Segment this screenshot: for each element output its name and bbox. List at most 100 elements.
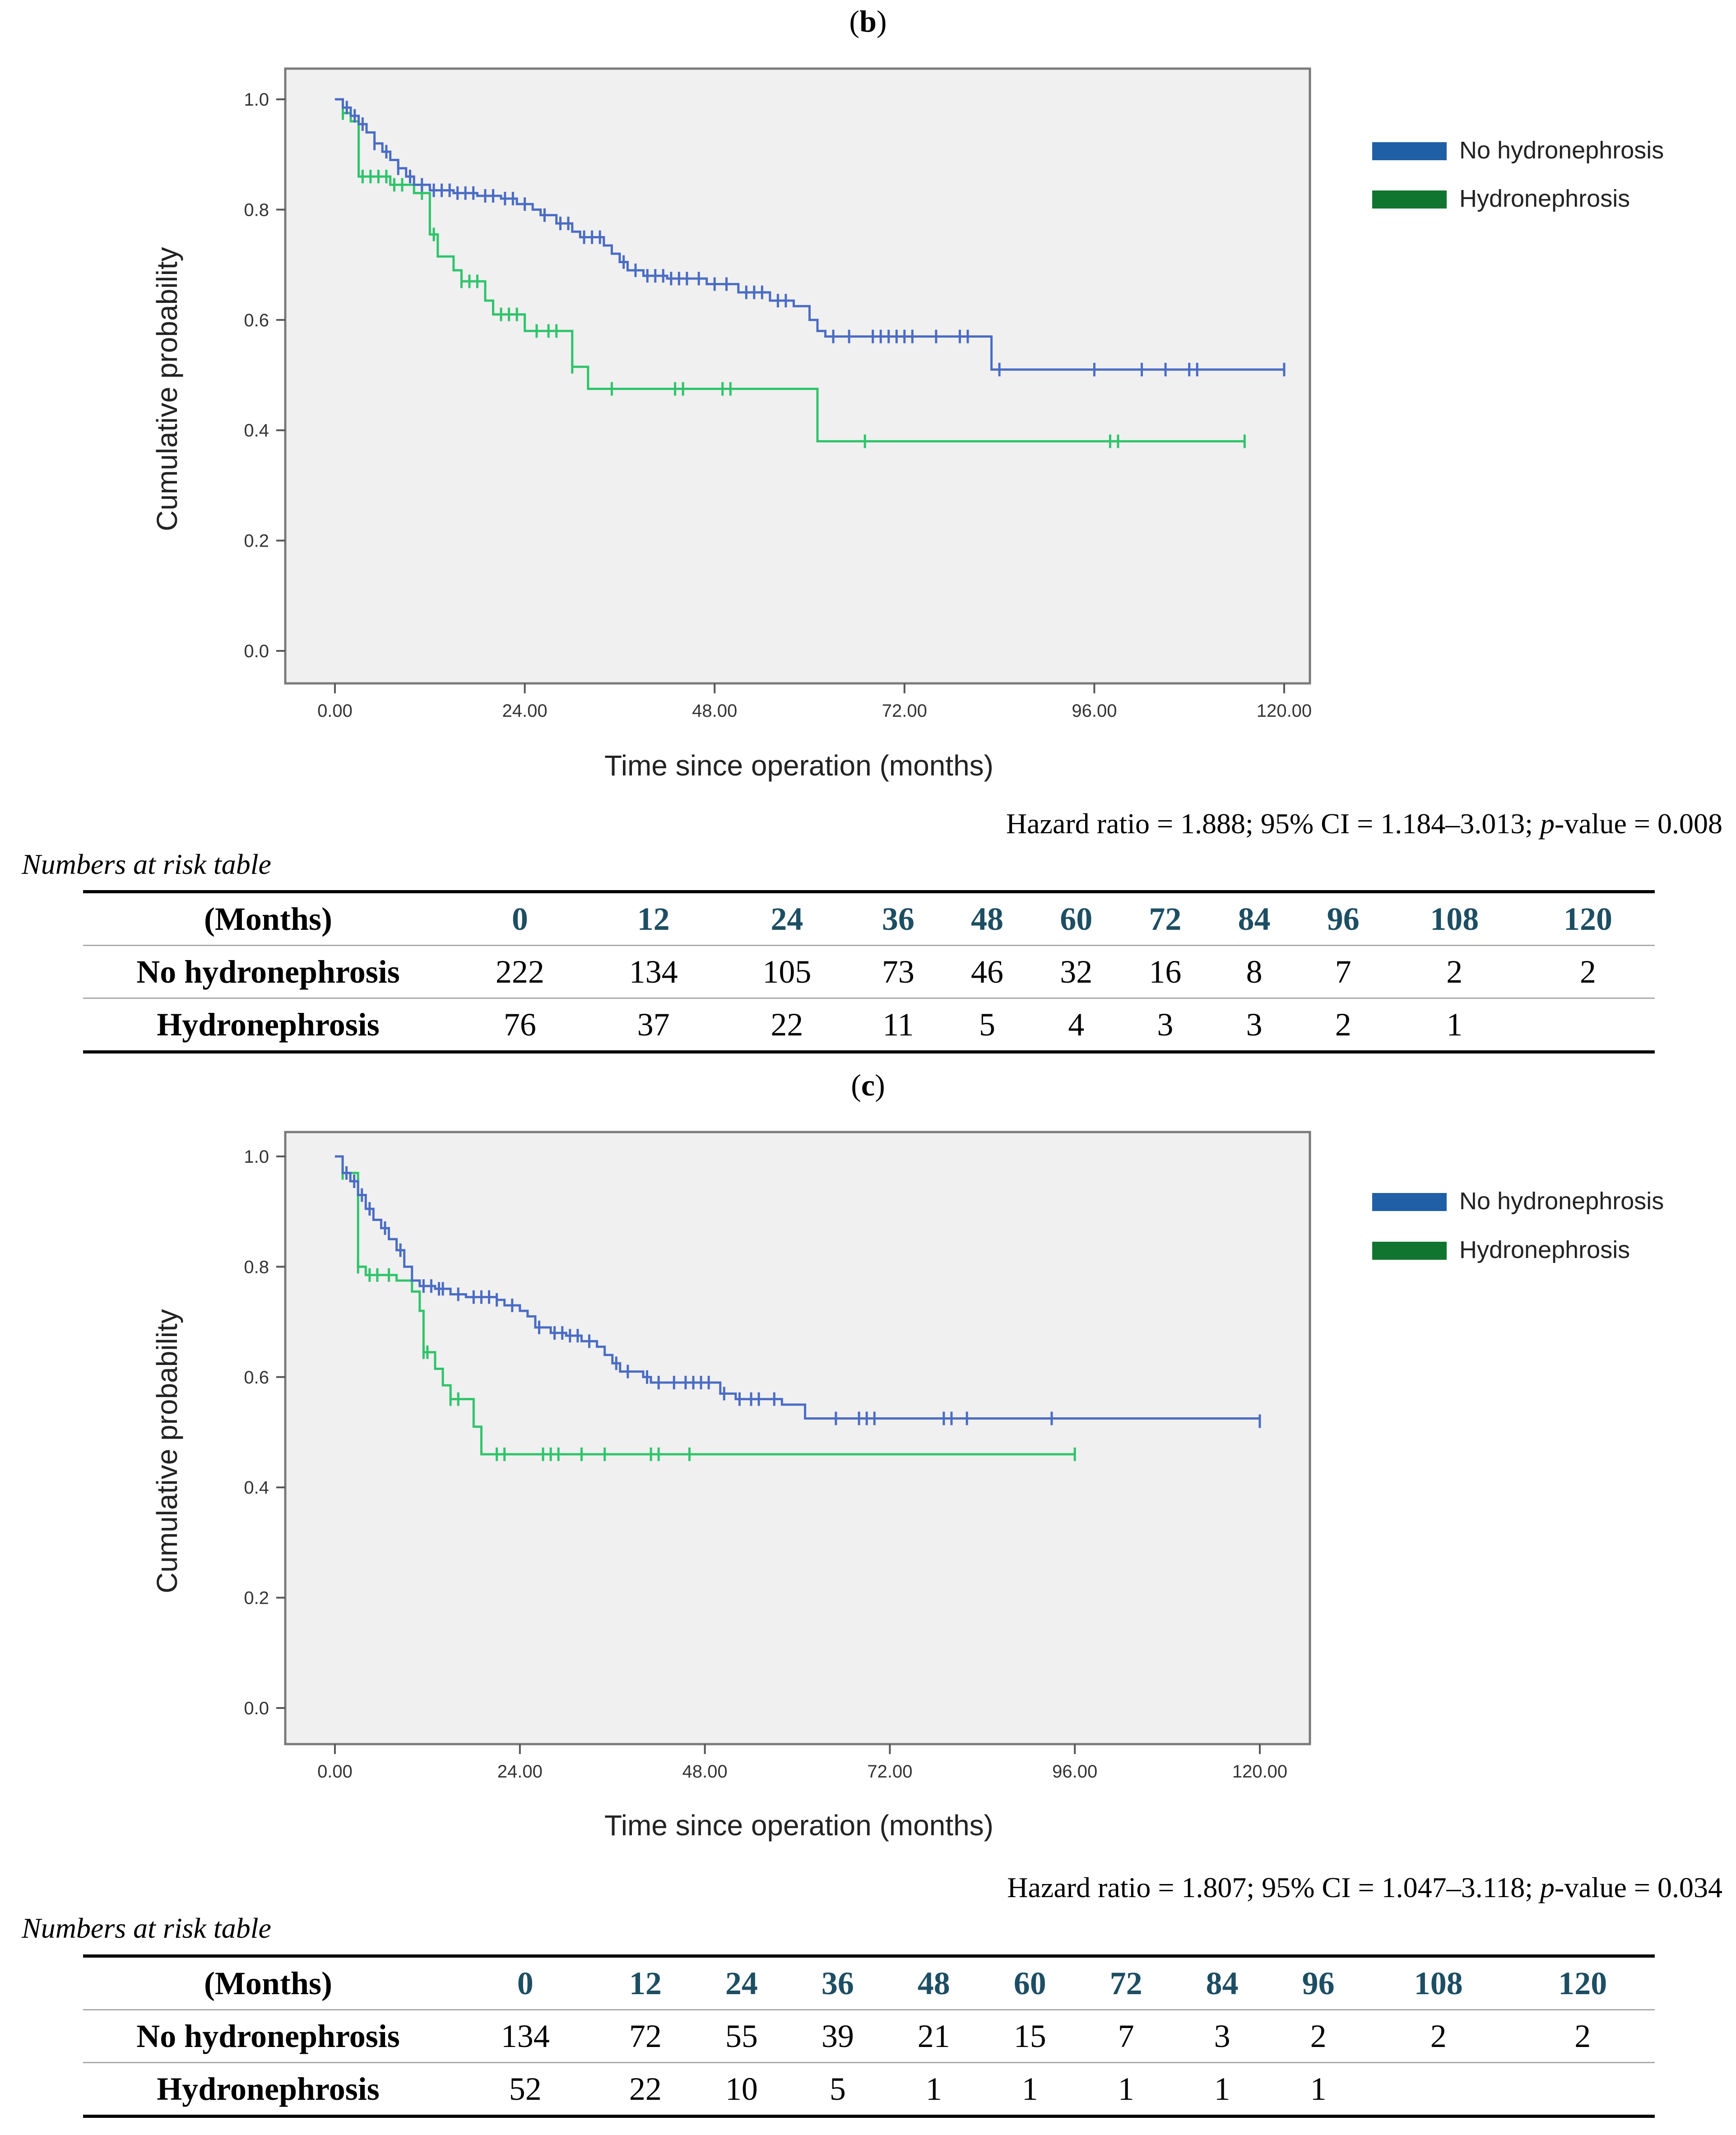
risk-cell: 7 — [1118, 2018, 1134, 2054]
month-header: 120 — [1558, 1965, 1607, 2001]
risk-cell: 11 — [882, 1006, 914, 1043]
plot-area — [284, 67, 1311, 685]
risk-cell: 4 — [1068, 1006, 1085, 1043]
x-tick-label: 120.00 — [1257, 701, 1312, 721]
month-header: 0 — [511, 900, 528, 937]
risk-cell: 2 — [1580, 953, 1597, 990]
month-header: 36 — [821, 1965, 854, 2001]
risk-row-label: No hydronephrosis — [136, 2018, 400, 2054]
risk-cell: 52 — [509, 2070, 542, 2107]
risk-cell: 22 — [629, 2070, 662, 2107]
risk-header-row: (Months) 0 12 24 36 48 60 72 84 96 108 120 — [83, 1956, 1655, 2010]
risk-row: No hydronephrosis 134 72 55 39 21 15 7 3 2 2 2 — [83, 2010, 1655, 2063]
risk-cell: 2 — [1574, 2018, 1591, 2054]
month-header: 84 — [1206, 1965, 1239, 2001]
months-header: (Months) — [204, 1965, 332, 2001]
risk-cell: 5 — [829, 2070, 846, 2107]
x-tick-label: 72.00 — [882, 701, 927, 721]
risk-cell: 134 — [629, 953, 678, 990]
month-header: 48 — [971, 900, 1004, 937]
survival-curve-hydronephrosis — [335, 1155, 1075, 1456]
month-header: 0 — [517, 1965, 534, 2001]
x-axis-label: Time since operation (months) — [604, 749, 993, 782]
risk-cell: 22 — [771, 1006, 803, 1043]
hazard-ratio-b: Hazard ratio = 1.888; 95% CI = 1.184–3.0… — [1006, 808, 1722, 840]
risk-row-label: No hydronephrosis — [136, 953, 400, 990]
x-tick-label: 48.00 — [682, 1762, 728, 1782]
month-header: 84 — [1238, 900, 1271, 937]
risk-row-label: Hydronephrosis — [157, 1006, 380, 1043]
risk-cell — [1366, 2063, 1510, 2116]
risk-cell: 1 — [1214, 2070, 1230, 2107]
risk-cell: 8 — [1246, 953, 1263, 990]
x-tick-label: 96.00 — [1052, 1762, 1097, 1782]
risk-cell: 1 — [1021, 2070, 1038, 2107]
risk-cell: 55 — [725, 2018, 758, 2054]
legend-swatch — [1372, 190, 1447, 209]
risk-cell: 37 — [637, 1006, 670, 1043]
y-tick-label: 0.0 — [244, 641, 269, 661]
y-tick-label: 0.8 — [244, 200, 269, 220]
survival-curve-no-hydronephrosis — [335, 98, 1284, 371]
survival-curve-no-hydronephrosis — [335, 1155, 1261, 1421]
risk-cell: 105 — [762, 953, 812, 990]
month-header: 96 — [1302, 1965, 1335, 2001]
y-tick-label: 1.0 — [244, 1147, 269, 1167]
x-tick-label: 0.00 — [317, 701, 353, 721]
risk-row: Hydronephrosis 76 37 22 11 5 4 3 3 2 1 — [83, 998, 1655, 1052]
legend-label: Hydronephrosis — [1459, 185, 1630, 212]
risk-cell: 3 — [1214, 2018, 1230, 2054]
month-header: 108 — [1430, 900, 1479, 937]
risk-cell: 2 — [1335, 1006, 1351, 1043]
chart-legend: No hydronephrosis Hydronephrosis — [1372, 137, 1664, 212]
x-tick-label: 72.00 — [867, 1762, 912, 1782]
risk-cell: 3 — [1157, 1006, 1174, 1043]
x-tick-label: 48.00 — [692, 701, 737, 721]
legend-label: No hydronephrosis — [1459, 137, 1664, 164]
risk-cell: 1 — [1446, 1006, 1463, 1043]
month-header: 36 — [882, 900, 914, 937]
month-header: 24 — [771, 900, 803, 937]
chart-legend: No hydronephrosis Hydronephrosis — [1372, 1188, 1664, 1263]
risk-cell: 7 — [1335, 953, 1351, 990]
y-axis-label: Cumulative probability — [151, 1309, 183, 1593]
panel-label-b: (b) — [849, 4, 887, 38]
y-tick-label: 0.8 — [244, 1257, 269, 1277]
risk-cell: 73 — [882, 953, 914, 990]
risk-row: Hydronephrosis 52 22 10 5 1 1 1 1 1 — [83, 2063, 1655, 2116]
risk-cell: 5 — [979, 1006, 996, 1043]
month-header: 72 — [1109, 1965, 1142, 2001]
risk-table-b: (Months) 0 12 24 36 48 60 72 84 96 108 120 No hydron… — [83, 890, 1655, 1054]
x-axis-label: Time since operation (months) — [604, 1809, 993, 1842]
month-header: 12 — [629, 1965, 662, 2001]
risk-cell: 39 — [821, 2018, 854, 2054]
y-tick-label: 0.4 — [244, 1478, 269, 1498]
km-chart-b: 0.0 0.2 0.4 0.6 0.8 1.0 0.00 24.00 48.00 72.00 96.… — [151, 67, 1664, 782]
month-header: 60 — [1013, 1965, 1046, 2001]
risk-cell: 222 — [495, 953, 544, 990]
panel-label-c: (c) — [851, 1068, 885, 1102]
x-tick-label: 120.00 — [1232, 1762, 1287, 1782]
y-axis-label: Cumulative probability — [151, 247, 183, 531]
month-header: 48 — [917, 1965, 950, 2001]
x-tick-label: 24.00 — [497, 1762, 543, 1782]
risk-cell: 3 — [1246, 1006, 1263, 1043]
month-header: 96 — [1327, 900, 1360, 937]
x-tick-label: 96.00 — [1072, 701, 1117, 721]
legend-swatch — [1372, 1242, 1447, 1260]
risk-cell: 2 — [1310, 2018, 1327, 2054]
risk-cell: 76 — [503, 1006, 536, 1043]
risk-cell: 46 — [971, 953, 1004, 990]
months-header: (Months) — [204, 900, 332, 937]
risk-cell: 2 — [1446, 953, 1463, 990]
risk-row-label: Hydronephrosis — [157, 2070, 380, 2107]
risk-cell: 21 — [917, 2018, 950, 2054]
risk-cell: 72 — [629, 2018, 662, 2054]
risk-cell: 134 — [501, 2018, 550, 2054]
risk-cell: 2 — [1430, 2018, 1447, 2054]
risk-cell: 16 — [1149, 953, 1182, 990]
y-tick-label: 0.2 — [244, 531, 269, 551]
x-tick-label: 0.00 — [317, 1762, 353, 1782]
risk-table-title-b: Numbers at risk table — [22, 848, 271, 880]
legend-swatch — [1372, 142, 1447, 160]
